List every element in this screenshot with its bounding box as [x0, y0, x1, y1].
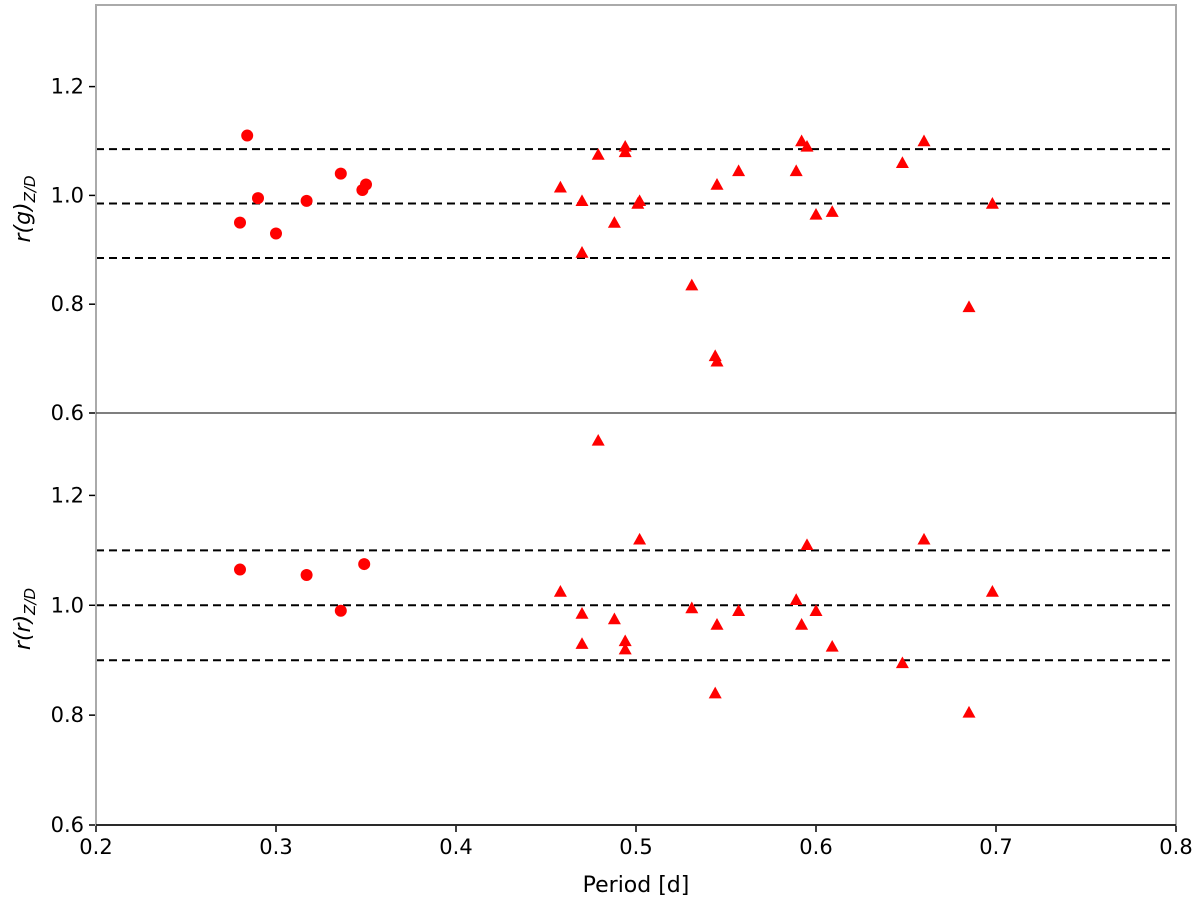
data-point-circle-top — [241, 129, 254, 142]
data-point-triangle-bottom — [591, 433, 605, 446]
data-point-triangle-top — [800, 139, 814, 152]
data-point-triangle-bottom — [985, 585, 999, 597]
data-point-triangle-top — [607, 216, 621, 228]
data-point-triangle-top — [962, 300, 976, 313]
data-point-circle-top — [360, 178, 372, 191]
data-point-triangle-bottom — [789, 593, 803, 605]
data-point-triangle-top — [809, 207, 823, 220]
data-point-triangle-top — [685, 278, 699, 291]
y-tick-label-bottom: 0.8 — [51, 703, 84, 727]
data-point-triangle-bottom — [895, 656, 909, 669]
data-point-triangle-bottom — [553, 585, 567, 597]
data-point-triangle-top — [789, 164, 803, 177]
y-tick-label-top: 0.8 — [51, 292, 84, 316]
data-point-triangle-bottom — [575, 607, 589, 619]
y-tick-label-bottom: 1.0 — [51, 593, 84, 617]
data-point-triangle-top — [618, 139, 632, 152]
x-tick-label: 0.3 — [259, 835, 292, 859]
data-point-triangle-top — [985, 197, 999, 209]
data-point-triangle-top — [710, 178, 724, 190]
x-tick-label: 0.5 — [619, 835, 652, 859]
y-tick-label-bottom: 1.2 — [51, 483, 84, 507]
data-point-triangle-bottom — [710, 617, 724, 630]
x-tick-label: 0.7 — [979, 835, 1012, 859]
data-point-triangle-top — [591, 148, 605, 160]
data-point-triangle-bottom — [708, 686, 722, 699]
data-point-triangle-bottom — [825, 639, 839, 652]
data-point-triangle-top — [710, 354, 724, 367]
data-point-triangle-top — [575, 246, 589, 258]
panel-bottom: 0.6 0.8 1.0 1.2 0.2 0.3 0.4 0.5 0.6 0.7 0.8 r(r)Z/D — [11, 433, 1193, 859]
data-point-triangle-top — [917, 134, 931, 147]
data-point-triangle-bottom — [962, 705, 976, 718]
y-tick-label-top: 1.0 — [51, 183, 84, 207]
data-point-triangle-top — [795, 134, 809, 147]
panel-top: 0.6 0.8 1.0 1.2 r(g)Z/D — [11, 75, 1176, 425]
data-point-circle-top — [234, 216, 246, 229]
y-axis-label-top: r(g)Z/D — [11, 175, 39, 242]
data-point-triangle-top — [553, 180, 567, 193]
x-tick-label: 0.6 — [799, 835, 832, 859]
data-point-circle-bottom — [300, 569, 313, 582]
data-point-triangle-top — [633, 194, 647, 207]
data-point-triangle-bottom — [633, 532, 647, 545]
y-tick-label-top: 0.6 — [51, 401, 84, 425]
data-point-triangle-top — [732, 164, 746, 177]
data-point-circle-bottom — [334, 604, 347, 617]
data-point-triangle-top — [575, 194, 589, 207]
plot-frame — [95, 4, 1177, 826]
data-point-triangle-bottom — [618, 642, 632, 655]
data-point-circle-bottom — [234, 563, 246, 576]
data-point-circle-top — [300, 194, 313, 207]
data-point-circle-top — [334, 167, 347, 180]
data-point-circle-top — [270, 227, 282, 240]
data-point-triangle-bottom — [607, 612, 621, 625]
data-point-triangle-bottom — [795, 617, 809, 630]
data-point-triangle-bottom — [800, 538, 814, 551]
x-tick-label: 0.4 — [439, 835, 472, 859]
x-tick-label: 0.8 — [1159, 835, 1192, 859]
data-point-triangle-bottom — [575, 637, 589, 649]
data-point-triangle-top — [825, 205, 839, 217]
data-point-triangle-bottom — [618, 634, 632, 647]
data-point-circle-top — [252, 192, 264, 205]
data-point-circle-bottom — [358, 558, 371, 571]
y-axis-label-bottom: r(r)Z/D — [11, 588, 39, 650]
y-tick-label-top: 1.2 — [51, 75, 84, 99]
x-axis-label: Period [d] — [583, 873, 690, 898]
y-tick-label-bottom: 0.6 — [51, 813, 84, 837]
data-point-triangle-bottom — [809, 604, 823, 616]
data-point-triangle-bottom — [732, 604, 746, 616]
data-point-triangle-top — [895, 156, 909, 168]
data-point-triangle-bottom — [685, 601, 699, 614]
x-tick-label: 0.2 — [79, 835, 112, 859]
data-point-triangle-bottom — [917, 532, 931, 545]
